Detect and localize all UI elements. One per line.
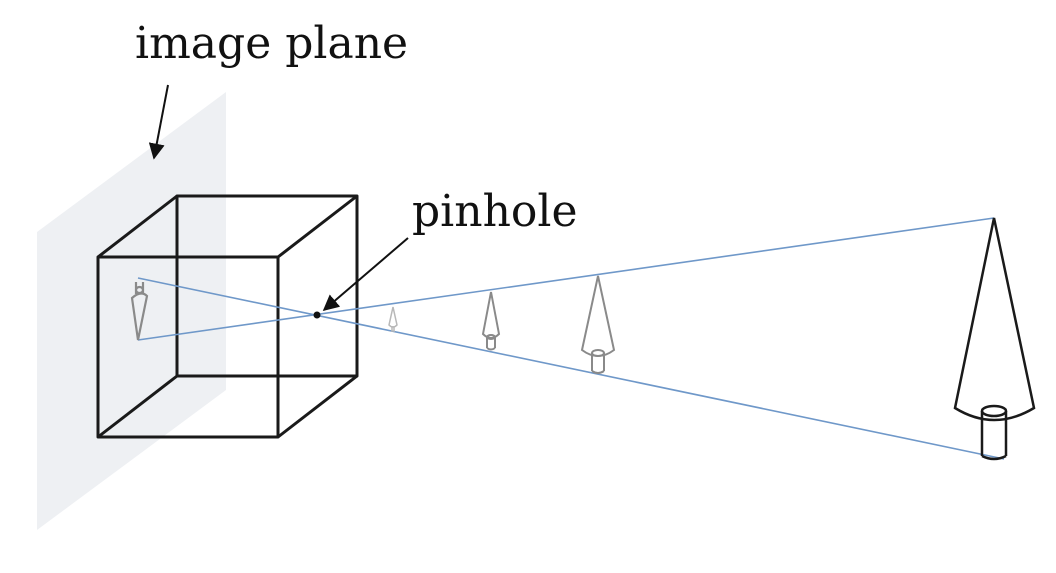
box-edge [97, 374, 178, 439]
cone-object-large [580, 275, 616, 374]
cone-object-medium [481, 291, 501, 351]
cone-object-real [953, 217, 1036, 461]
image-plane-arrow [148, 84, 169, 160]
camera-box [96, 194, 359, 439]
projection-rays [137, 217, 1005, 460]
pinhole-label: pinhole [412, 186, 578, 237]
box-front-face [96, 255, 280, 439]
pinhole-arrow [322, 237, 409, 312]
image-plane [37, 92, 226, 530]
cone-object-small [388, 306, 398, 332]
box-edge [97, 194, 178, 259]
ray-top [137, 217, 995, 341]
box-edge [277, 194, 358, 259]
pinhole-point [313, 311, 321, 319]
box-edge [277, 374, 358, 439]
ray-bottom [137, 277, 1005, 460]
image-plane-label: image plane [135, 18, 409, 69]
inverted-projected-image [130, 282, 149, 341]
